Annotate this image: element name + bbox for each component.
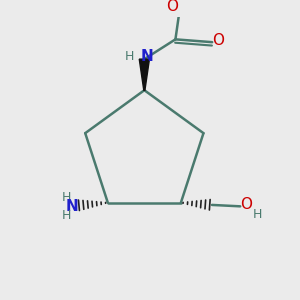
Text: O: O: [212, 33, 224, 48]
Text: H: H: [253, 208, 262, 221]
Text: H: H: [125, 50, 134, 63]
Text: H: H: [61, 190, 71, 203]
Text: O: O: [167, 0, 178, 14]
Text: H: H: [61, 209, 71, 222]
Text: N: N: [141, 50, 154, 64]
Text: N: N: [66, 199, 79, 214]
Polygon shape: [139, 59, 149, 90]
Text: O: O: [240, 197, 252, 212]
